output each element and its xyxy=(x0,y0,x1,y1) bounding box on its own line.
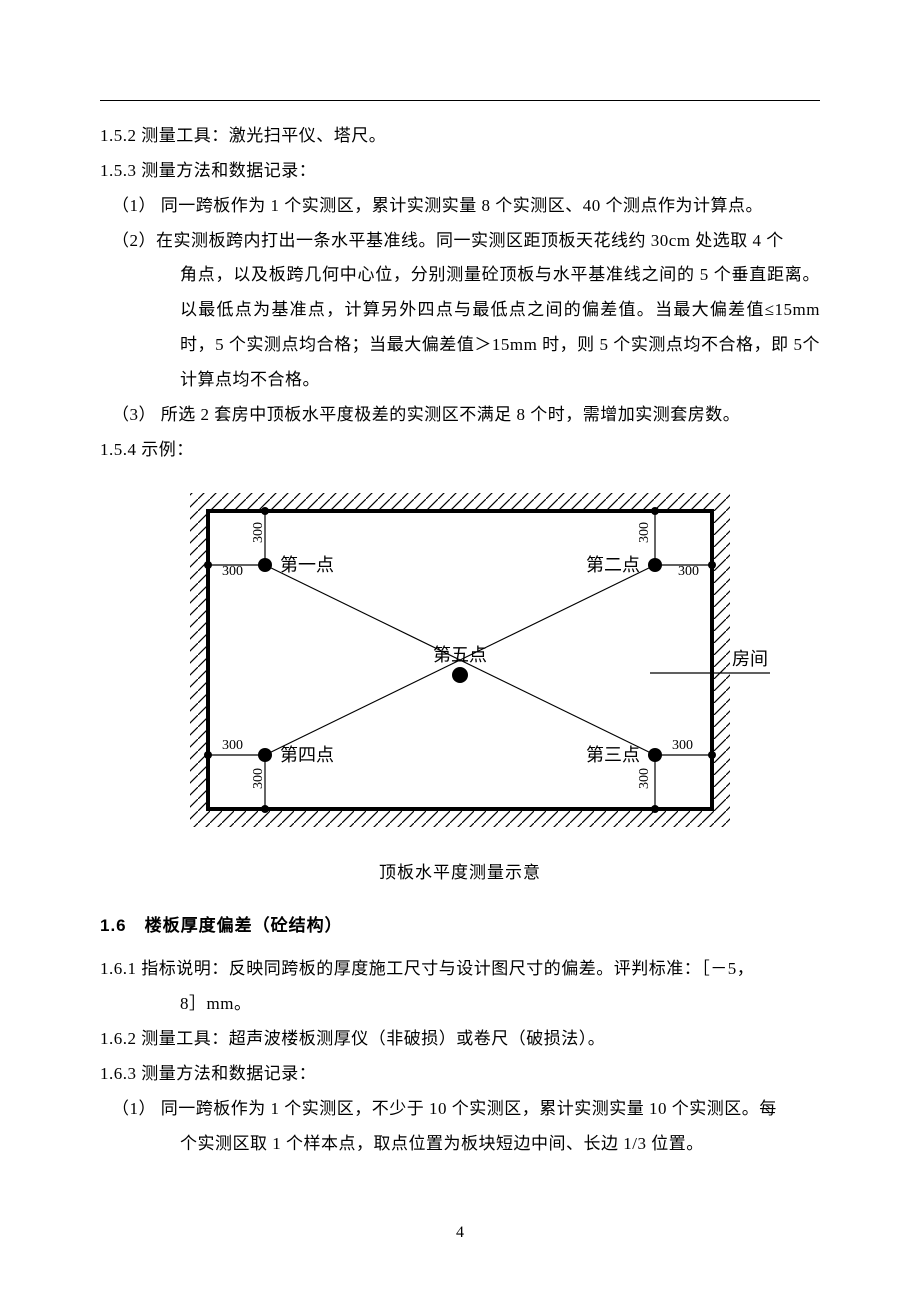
line-1-6-3: 1.6.3 测量方法和数据记录： xyxy=(100,1057,820,1092)
line-1-5-2: 1.5.2 测量工具：激光扫平仪、塔尺。 xyxy=(100,119,820,154)
svg-text:300: 300 xyxy=(251,768,266,789)
svg-text:300: 300 xyxy=(672,738,693,753)
line-1-6-1a: 1.6.1 指标说明：反映同跨板的厚度施工尺寸与设计图尺寸的偏差。评判标准：［－… xyxy=(100,952,820,987)
svg-text:300: 300 xyxy=(222,738,243,753)
line-1-5-4: 1.5.4 示例： xyxy=(100,433,820,468)
svg-text:第三点: 第三点 xyxy=(586,745,640,765)
line-1-6-3-1a: （1） 同一跨板作为 1 个实测区，不少于 10 个实测区，累计实测实量 10 … xyxy=(100,1092,820,1127)
svg-text:300: 300 xyxy=(637,768,652,789)
svg-text:300: 300 xyxy=(678,564,699,579)
svg-text:房间: 房间 xyxy=(732,649,768,669)
line-1-5-3-2a: （2）在实测板跨内打出一条水平基准线。同一实测区距顶板天花线约 30cm 处选取… xyxy=(100,224,820,259)
svg-text:300: 300 xyxy=(251,522,266,543)
line-1-6-3-1b: 个实测区取 1 个样本点，取点位置为板块短边中间、长边 1/3 位置。 xyxy=(100,1127,820,1162)
diagram-top-plate: 300 300 300 300 300 300 300 300 第一点 第二点第三点 第四点 第五点 房… xyxy=(150,475,770,845)
top-rule xyxy=(100,100,820,101)
line-1-6-1b: 8］mm。 xyxy=(100,987,820,1022)
svg-text:300: 300 xyxy=(222,564,243,579)
line-1-5-3-2b: 角点，以及板跨几何中心位，分别测量砼顶板与水平基准线之间的 5 个垂直距离。以最… xyxy=(100,258,820,397)
svg-text:300: 300 xyxy=(637,522,652,543)
svg-text:第二点: 第二点 xyxy=(586,555,640,575)
figure-caption: 顶板水平度测量示意 xyxy=(100,858,820,883)
line-1-5-3-3: （3） 所选 2 套房中顶板水平度极差的实测区不满足 8 个时，需增加实测套房数… xyxy=(100,398,820,433)
figure-wrap: 300 300 300 300 300 300 300 300 第一点 第二点第三点 第四点 第五点 房… xyxy=(150,475,770,850)
line-1-6-2: 1.6.2 测量工具：超声波楼板测厚仪（非破损）或卷尺（破损法）。 xyxy=(100,1022,820,1057)
line-1-5-3: 1.5.3 测量方法和数据记录： xyxy=(100,154,820,189)
svg-text:第四点: 第四点 xyxy=(280,745,334,765)
svg-text:第五点: 第五点 xyxy=(433,645,487,665)
page-number: 4 xyxy=(0,1224,920,1242)
line-1-5-3-1: （1） 同一跨板作为 1 个实测区，累计实测实量 8 个实测区、40 个测点作为… xyxy=(100,189,820,224)
svg-text:第一点: 第一点 xyxy=(280,555,334,575)
section-1-6: 1.6 楼板厚度偏差（砼结构） xyxy=(100,911,820,936)
